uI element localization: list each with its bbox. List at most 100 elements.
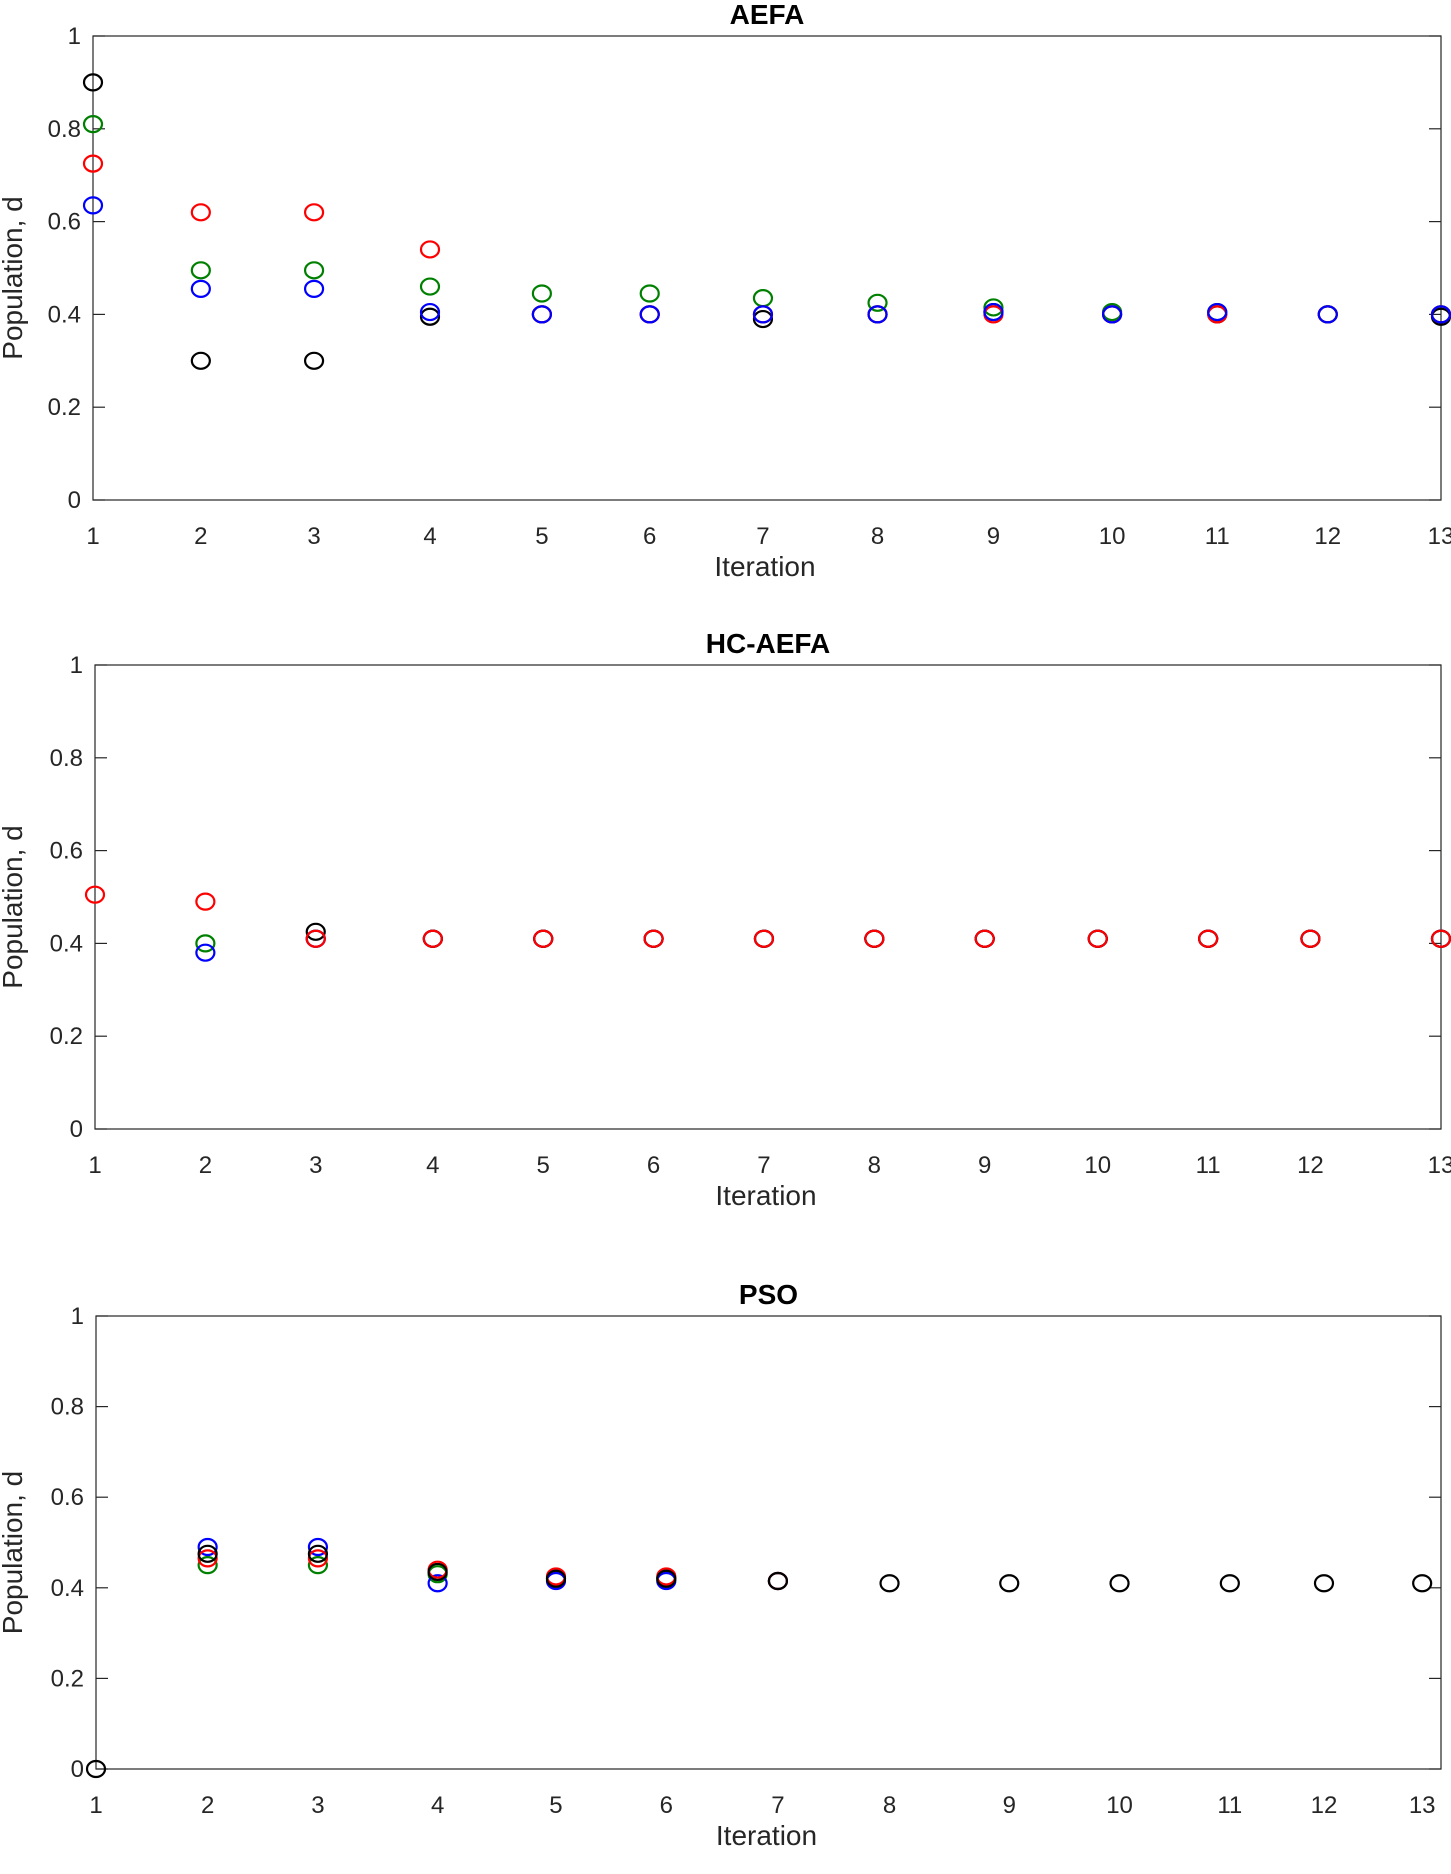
y-tick-label: 0 [71, 1756, 84, 1783]
x-tick-label: 3 [311, 1792, 324, 1819]
plot-area [95, 1315, 1442, 1770]
point-red-1 [84, 885, 106, 904]
point-blue-5 [531, 305, 552, 324]
y-tick-label: 0.2 [50, 1023, 83, 1050]
x-tick-label: 2 [199, 1152, 212, 1179]
series-blue [197, 1537, 789, 1593]
x-tick-label: 1 [89, 1792, 102, 1819]
point-black-2 [197, 1544, 218, 1563]
point-black-7 [752, 309, 774, 329]
x-tick-label: 13 [1409, 1792, 1436, 1819]
x-tick-label: 7 [771, 1792, 784, 1819]
point-green-1 [82, 115, 104, 134]
point-green-2 [190, 261, 211, 280]
point-blue-4 [427, 1574, 448, 1593]
point-green-9 [983, 298, 1004, 317]
point-red-11 [1198, 929, 1219, 948]
x-tick-label: 5 [537, 1152, 550, 1179]
x-tick-label: 5 [535, 523, 548, 550]
x-tick-label: 10 [1099, 523, 1126, 550]
x-tick-label: 7 [756, 523, 769, 550]
point-black-4 [419, 307, 441, 326]
x-tick-label: 11 [1205, 523, 1230, 550]
x-tick-label: 12 [1297, 1152, 1324, 1179]
plot-area [94, 664, 1442, 1130]
point-red-13 [1430, 929, 1451, 948]
point-black-11 [1219, 1574, 1240, 1593]
point-green-8 [867, 293, 888, 312]
point-black-3 [305, 922, 326, 941]
x-tick-label: 5 [549, 1792, 562, 1819]
x-tick-label: 10 [1084, 1152, 1111, 1179]
point-black-5 [545, 1569, 567, 1588]
point-black-3 [307, 1544, 329, 1563]
point-blue-3 [307, 1537, 329, 1557]
y-tick-label: 0 [68, 487, 81, 514]
x-tick-label: 4 [431, 1792, 444, 1819]
point-red-9 [974, 929, 995, 948]
point-blue-2 [190, 279, 211, 298]
point-black-1 [82, 73, 104, 92]
chart-aefa: AEFA 0 0.2 0.4 0.6 0.8 1 1 2 3 4 5 6 7 8 9 10 11 12 13 Itera… [0, 0, 1451, 600]
point-green-5 [531, 284, 552, 303]
y-axis-label: Population, d [0, 825, 28, 988]
point-blue-13 [1430, 305, 1451, 324]
y-tick-label: 0.2 [51, 1665, 84, 1692]
series-blue [195, 929, 1451, 962]
point-blue-11 [1207, 302, 1228, 322]
x-tick-label: 11 [1196, 1152, 1221, 1179]
plot-area [92, 35, 1442, 501]
point-black-6 [656, 1569, 677, 1588]
series-red [84, 885, 1451, 948]
point-black-10 [1109, 1574, 1130, 1593]
point-red-7 [753, 929, 775, 948]
point-black-8 [879, 1574, 900, 1593]
series-black [85, 1544, 1433, 1779]
x-tick-label: 9 [987, 523, 1000, 550]
point-green-3 [307, 1556, 329, 1575]
point-black-7 [767, 1571, 789, 1591]
y-tick-label: 0.8 [51, 1394, 84, 1421]
point-black-12 [1313, 1574, 1335, 1593]
y-tick-label: 1 [68, 23, 81, 50]
y-tick-label: 0.8 [48, 116, 81, 143]
x-axis-label: Iteration [716, 1820, 817, 1851]
y-tick-label: 0.8 [50, 745, 83, 772]
point-red-10 [1087, 929, 1108, 948]
x-tick-label: 8 [871, 523, 884, 550]
point-green-7 [752, 289, 774, 308]
y-tick-label: 0.6 [48, 209, 81, 236]
point-black-4 [427, 1562, 448, 1582]
series-green [195, 929, 1451, 953]
y-tick-label: 0.6 [50, 838, 83, 865]
y-axis-label: Population, d [0, 1471, 28, 1634]
x-tick-label: 12 [1311, 1792, 1338, 1819]
point-green-2 [197, 1556, 218, 1575]
point-blue-8 [867, 305, 888, 324]
chart-hc-aefa: HC-AEFA 0 0.2 0.4 0.6 0.8 1 1 2 3 4 5 6 7 8 9 10 11 12 13 It… [0, 628, 1451, 1232]
point-green-6 [639, 284, 660, 303]
point-red-3 [305, 929, 326, 948]
x-tick-label: 2 [194, 523, 207, 550]
point-red-2 [195, 892, 216, 911]
x-axis-label: Iteration [714, 551, 815, 582]
series-black [82, 73, 1451, 370]
y-tick-label: 1 [70, 652, 83, 679]
y-tick-label: 0.4 [51, 1575, 84, 1602]
y-tick-label: 0.4 [50, 930, 83, 957]
x-tick-label: 6 [643, 523, 656, 550]
point-black-9 [999, 1574, 1020, 1593]
point-blue-2 [197, 1537, 218, 1557]
x-tick-label: 13 [1428, 1152, 1451, 1179]
x-tick-label: 9 [978, 1152, 991, 1179]
point-green-3 [303, 261, 325, 280]
x-tick-label: 3 [307, 523, 320, 550]
point-blue-2 [195, 943, 216, 962]
point-red-8 [864, 929, 885, 948]
x-tick-label: 12 [1314, 523, 1341, 550]
y-tick-label: 0.4 [48, 301, 81, 328]
y-tick-label: 0.2 [48, 394, 81, 421]
point-black-1 [85, 1759, 107, 1779]
point-red-12 [1300, 929, 1321, 948]
